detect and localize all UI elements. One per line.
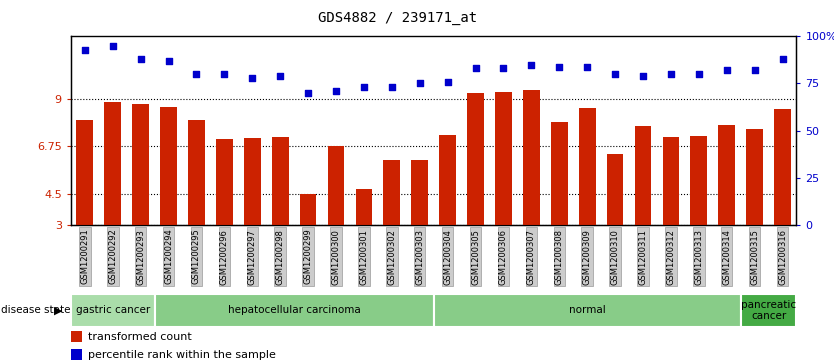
- Bar: [71, 349, 83, 360]
- Bar: [523, 90, 540, 225]
- Bar: [244, 138, 261, 225]
- Bar: [635, 126, 651, 225]
- Text: GSM1200315: GSM1200315: [750, 229, 759, 285]
- Text: GSM1200293: GSM1200293: [136, 229, 145, 285]
- Bar: [662, 137, 679, 225]
- Text: GSM1200311: GSM1200311: [639, 229, 647, 285]
- Point: [636, 73, 650, 79]
- Point: [218, 71, 231, 77]
- Point: [329, 88, 343, 94]
- Text: GDS4882 / 239171_at: GDS4882 / 239171_at: [318, 11, 477, 25]
- Point: [720, 68, 733, 73]
- Bar: [133, 105, 149, 225]
- Bar: [328, 146, 344, 225]
- Text: GSM1200304: GSM1200304: [443, 229, 452, 285]
- Text: GSM1200307: GSM1200307: [527, 229, 536, 285]
- Point: [441, 79, 455, 85]
- Bar: [71, 331, 83, 342]
- Point: [274, 73, 287, 79]
- Point: [553, 64, 566, 69]
- Text: GSM1200314: GSM1200314: [722, 229, 731, 285]
- Point: [245, 75, 259, 81]
- Text: percentile rank within the sample: percentile rank within the sample: [88, 350, 275, 360]
- Text: disease state: disease state: [1, 305, 70, 315]
- Bar: [411, 160, 428, 225]
- FancyBboxPatch shape: [741, 294, 796, 327]
- Point: [608, 71, 621, 77]
- FancyBboxPatch shape: [154, 294, 434, 327]
- Text: ▶: ▶: [54, 305, 63, 315]
- Text: GSM1200309: GSM1200309: [583, 229, 591, 285]
- Bar: [355, 189, 372, 225]
- Point: [162, 58, 175, 64]
- FancyBboxPatch shape: [71, 294, 154, 327]
- Bar: [551, 122, 568, 225]
- Point: [106, 43, 119, 49]
- Text: pancreatic
cancer: pancreatic cancer: [741, 299, 796, 321]
- Text: GSM1200306: GSM1200306: [499, 229, 508, 285]
- Text: GSM1200313: GSM1200313: [694, 229, 703, 285]
- Bar: [299, 193, 316, 225]
- Text: transformed count: transformed count: [88, 331, 191, 342]
- Bar: [495, 92, 512, 225]
- Text: GSM1200310: GSM1200310: [610, 229, 620, 285]
- Point: [301, 90, 314, 96]
- Point: [469, 65, 482, 71]
- Text: GSM1200301: GSM1200301: [359, 229, 369, 285]
- Text: GSM1200300: GSM1200300: [331, 229, 340, 285]
- Point: [190, 71, 203, 77]
- Bar: [774, 109, 791, 225]
- Text: GSM1200303: GSM1200303: [415, 229, 425, 285]
- Bar: [467, 93, 484, 225]
- Bar: [606, 154, 624, 225]
- Text: GSM1200291: GSM1200291: [80, 229, 89, 285]
- Point: [357, 84, 370, 90]
- Point: [748, 68, 761, 73]
- Bar: [216, 139, 233, 225]
- Text: hepatocellular carcinoma: hepatocellular carcinoma: [228, 305, 360, 315]
- Bar: [104, 102, 121, 225]
- Text: gastric cancer: gastric cancer: [76, 305, 150, 315]
- Point: [692, 71, 706, 77]
- Point: [580, 64, 594, 69]
- Bar: [188, 120, 205, 225]
- Text: normal: normal: [569, 305, 605, 315]
- Text: GSM1200298: GSM1200298: [276, 229, 284, 285]
- Bar: [746, 129, 763, 225]
- Text: GSM1200305: GSM1200305: [471, 229, 480, 285]
- Text: GSM1200296: GSM1200296: [220, 229, 229, 285]
- Point: [525, 62, 538, 68]
- Point: [413, 81, 426, 86]
- Point: [134, 56, 148, 62]
- Bar: [440, 135, 456, 225]
- Point: [776, 56, 789, 62]
- Bar: [272, 137, 289, 225]
- Bar: [579, 107, 595, 225]
- Text: GSM1200302: GSM1200302: [387, 229, 396, 285]
- FancyBboxPatch shape: [434, 294, 741, 327]
- Text: GSM1200292: GSM1200292: [108, 229, 118, 285]
- Bar: [384, 160, 400, 225]
- Text: GSM1200308: GSM1200308: [555, 229, 564, 285]
- Bar: [160, 107, 177, 225]
- Text: GSM1200316: GSM1200316: [778, 229, 787, 285]
- Point: [664, 71, 677, 77]
- Point: [78, 46, 92, 52]
- Bar: [77, 120, 93, 225]
- Point: [385, 84, 399, 90]
- Text: GSM1200297: GSM1200297: [248, 229, 257, 285]
- Text: GSM1200295: GSM1200295: [192, 229, 201, 285]
- Point: [497, 65, 510, 71]
- Text: GSM1200312: GSM1200312: [666, 229, 676, 285]
- Text: GSM1200294: GSM1200294: [164, 229, 173, 285]
- Text: GSM1200299: GSM1200299: [304, 229, 313, 285]
- Bar: [718, 126, 735, 225]
- Bar: [691, 136, 707, 225]
